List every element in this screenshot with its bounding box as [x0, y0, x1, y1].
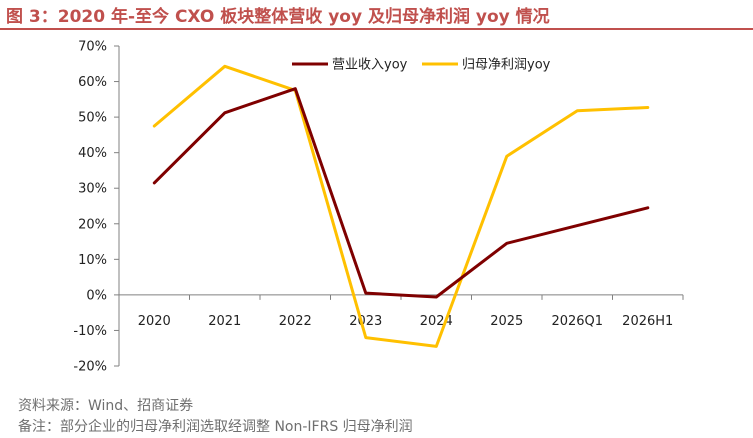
legend: 营业收入yoy 归母净利润yoy [292, 58, 551, 73]
title-divider [0, 28, 753, 30]
y-tick-label: 40% [78, 146, 107, 161]
y-tick-label: 20% [78, 217, 107, 232]
x-tick-label: 2023 [349, 314, 382, 329]
y-tick-label: 0% [86, 288, 107, 303]
source-note: 资料来源：Wind、招商证券 [18, 398, 194, 414]
series-layer [152, 64, 650, 348]
x-tick-label: 2020 [138, 314, 171, 329]
x-tick-label: 2022 [279, 314, 312, 329]
figure-title: 图 3：2020 年-至今 CXO 板块整体营收 yoy 及归母净利润 yoy … [6, 7, 550, 27]
y-tick-label: 10% [78, 253, 107, 268]
y-tick-label: 30% [78, 182, 107, 197]
series-line-net-profit-yoy [152, 64, 650, 348]
x-axis: 2020 2021 2022 2023 2024 2025 2026Q1 2026H1 [118, 294, 684, 329]
remark-note: 备注：部分企业的归母净利润选取经调整 Non-IFRS 归母净利润 [18, 419, 413, 435]
y-tick-label: 50% [78, 111, 107, 126]
y-tick-label: 70% [78, 40, 107, 55]
x-tick-label: 2025 [490, 314, 523, 329]
y-tick-label: -20% [73, 360, 107, 375]
legend-label: 营业收入yoy [332, 58, 408, 73]
x-tick-label: 2026Q1 [551, 314, 603, 329]
x-tick-label: 2021 [208, 314, 241, 329]
x-tick-label: 2026H1 [622, 314, 673, 329]
y-axis: 70% 60% 50% 40% 30% 20% 10% 0% -10% -20% [73, 40, 120, 375]
y-tick-label: 60% [78, 75, 107, 90]
y-tick-label: -10% [73, 324, 107, 339]
legend-label: 归母净利润yoy [462, 58, 551, 73]
series-line-revenue-yoy [152, 87, 650, 299]
